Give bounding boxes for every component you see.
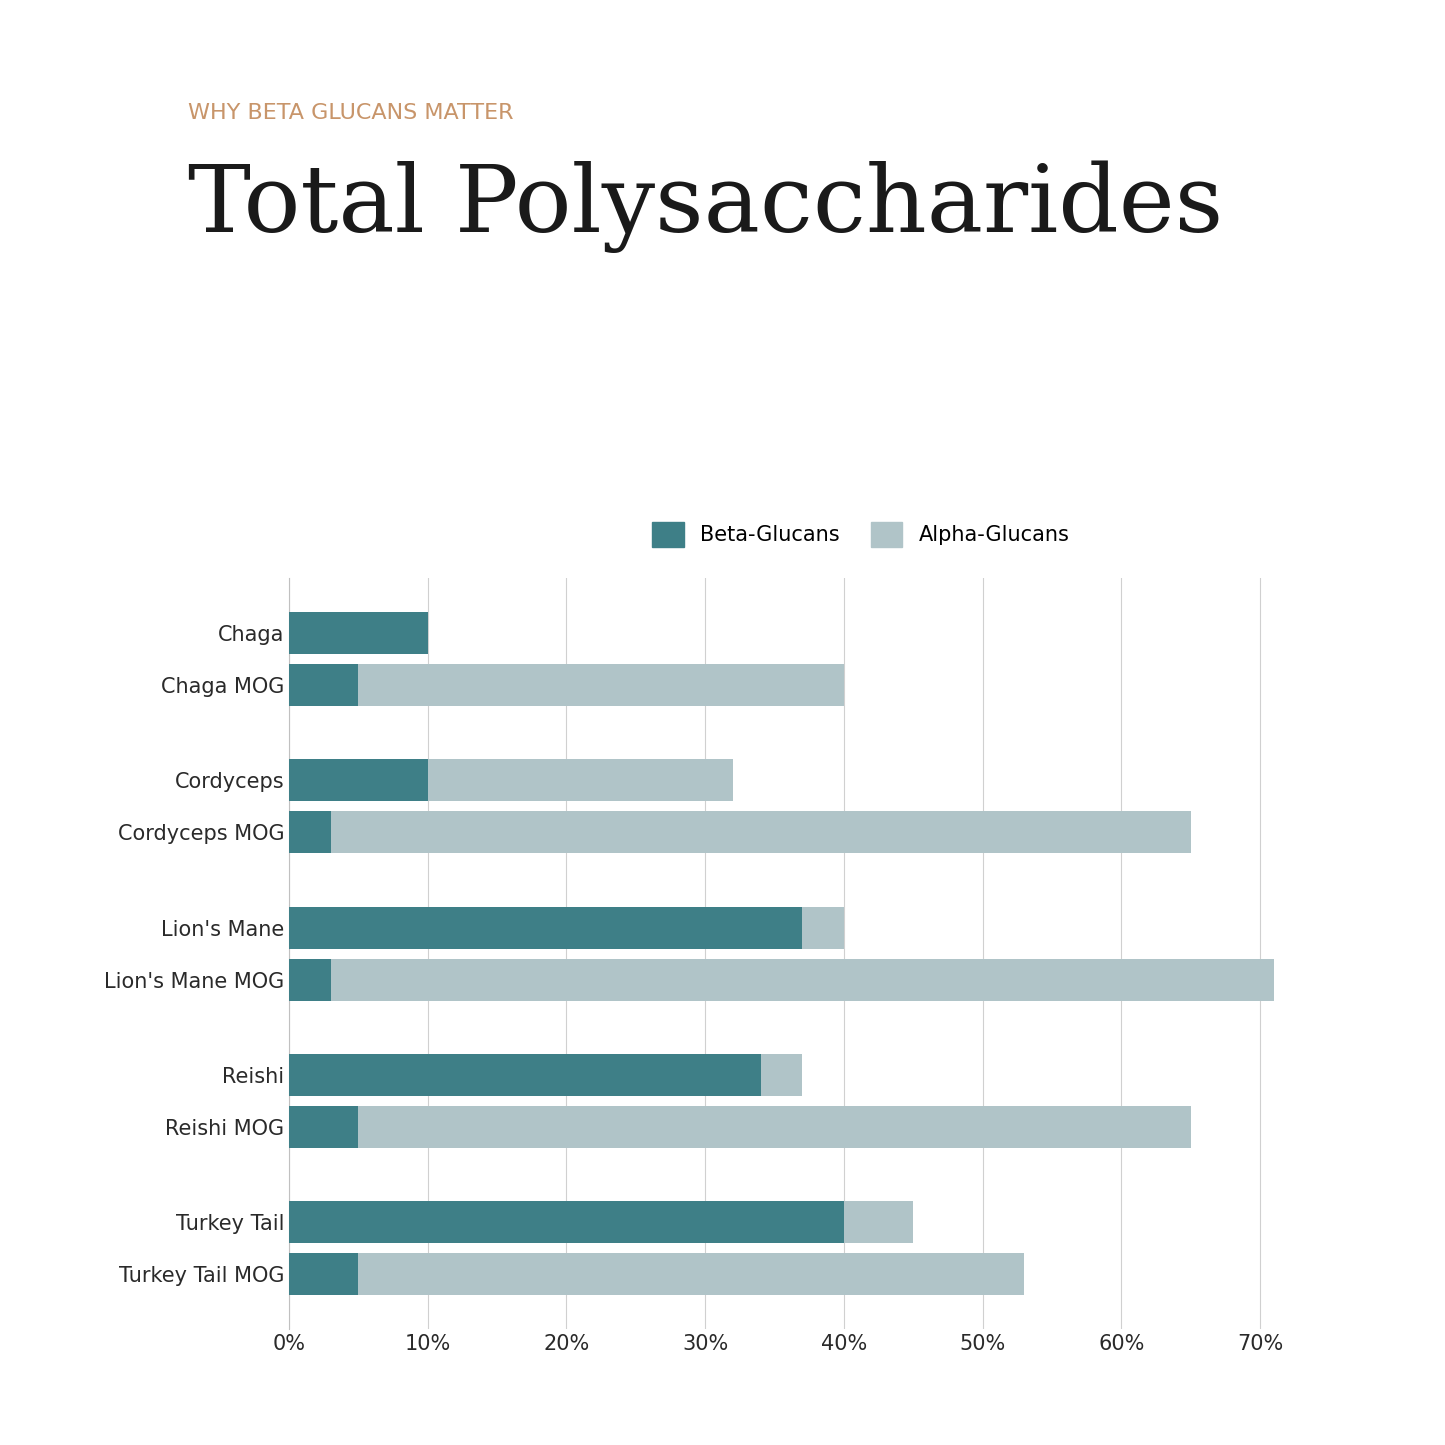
Bar: [428, 760, 733, 802]
Bar: [289, 613, 428, 655]
Bar: [289, 1253, 358, 1295]
Bar: [289, 1201, 844, 1243]
Text: Total Polysaccharides: Total Polysaccharides: [188, 160, 1222, 253]
Bar: [844, 1201, 913, 1243]
Bar: [331, 811, 1191, 854]
Bar: [802, 907, 844, 949]
Bar: [289, 958, 331, 1000]
Bar: [331, 958, 1274, 1000]
Bar: [289, 1105, 358, 1147]
Bar: [358, 1253, 1025, 1295]
Bar: [289, 1053, 760, 1097]
Text: WHY BETA GLUCANS MATTER: WHY BETA GLUCANS MATTER: [188, 103, 513, 123]
Bar: [358, 1105, 1191, 1147]
Bar: [289, 665, 358, 707]
Bar: [760, 1053, 802, 1097]
Bar: [289, 760, 428, 802]
Bar: [289, 811, 331, 854]
Bar: [358, 665, 844, 707]
Bar: [289, 907, 802, 949]
Legend: Beta-Glucans, Alpha-Glucans: Beta-Glucans, Alpha-Glucans: [644, 513, 1078, 555]
